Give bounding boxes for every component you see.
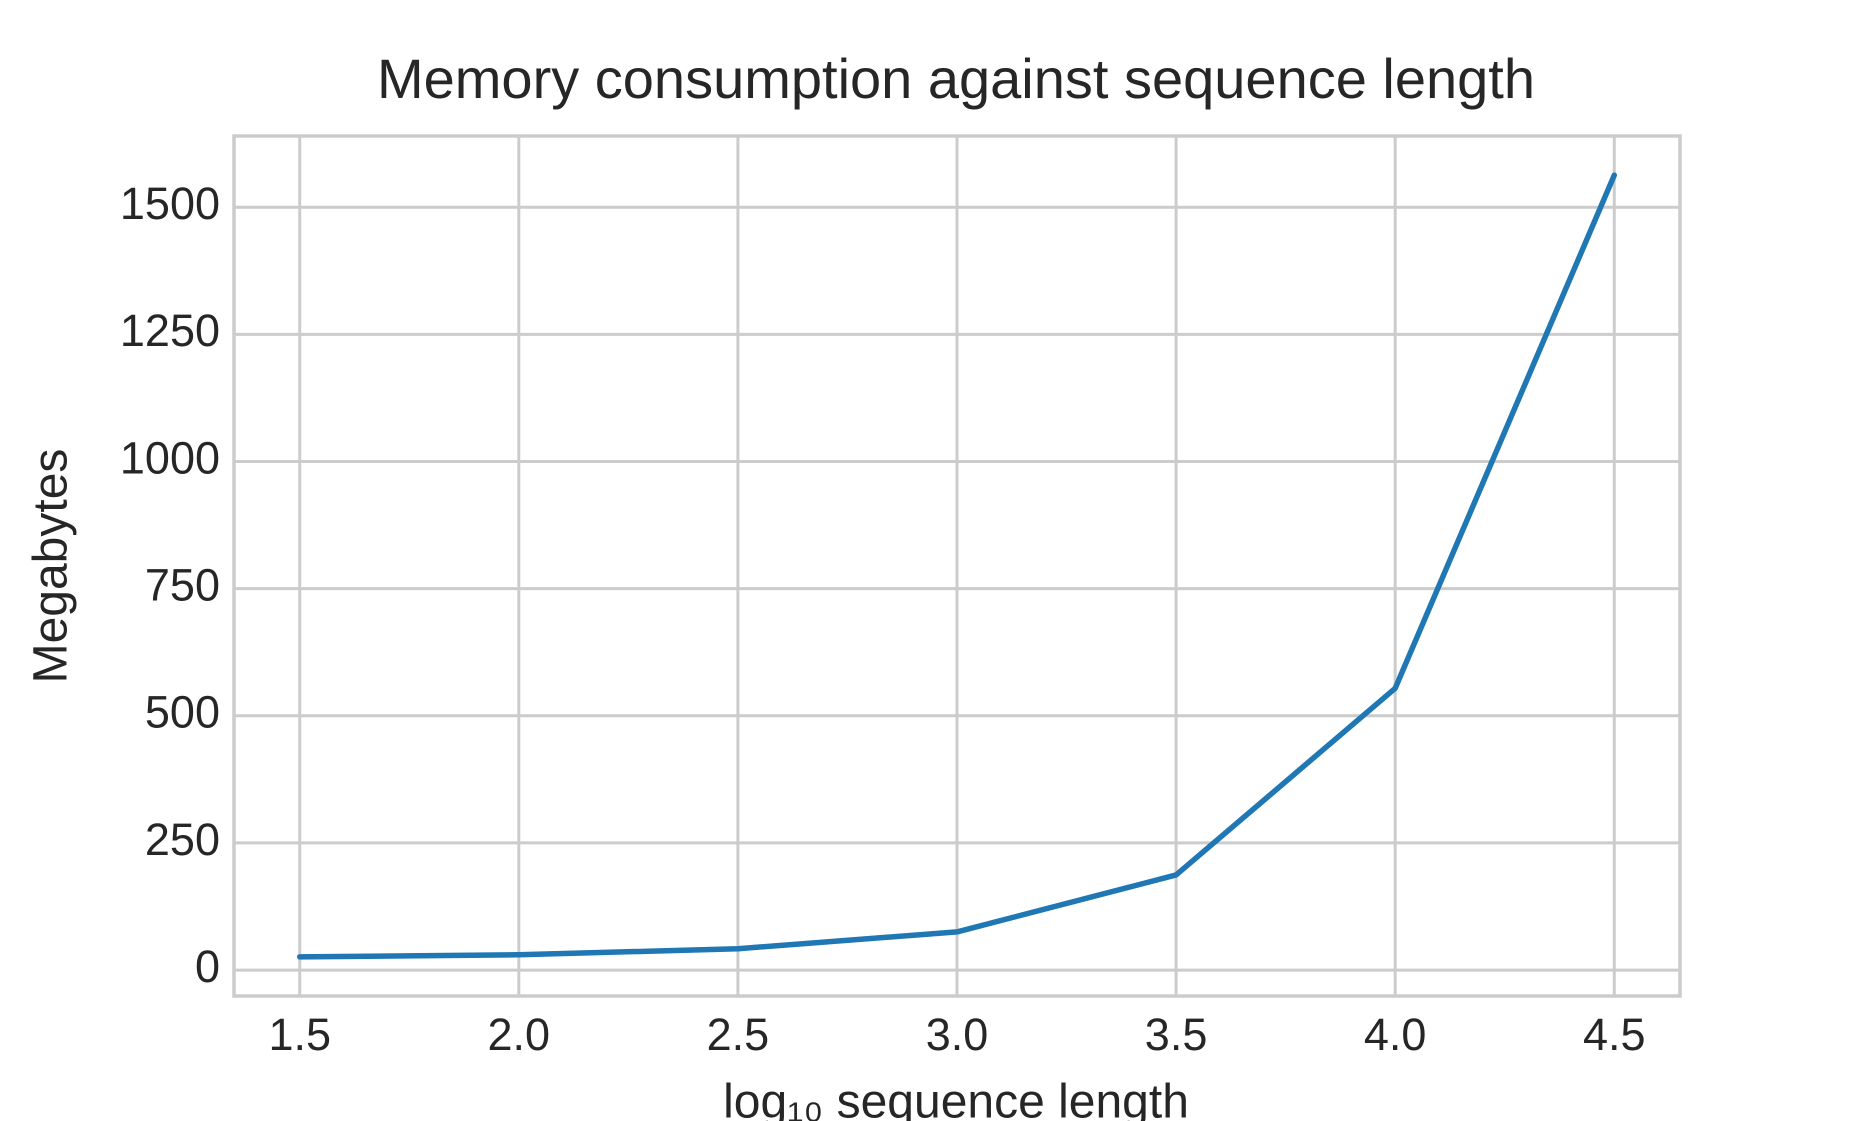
x-tick-label: 3.5	[1145, 1009, 1208, 1060]
x-axis-label: log₁₀ sequence length	[723, 1076, 1189, 1121]
y-tick-label: 500	[145, 687, 220, 738]
plot-frame	[232, 134, 1682, 998]
data-line	[296, 172, 1618, 960]
x-tick-label: 4.0	[1364, 1009, 1427, 1060]
x-tick-label: 1.5	[268, 1009, 331, 1060]
y-tick-label: 1250	[120, 305, 220, 356]
x-tick-label: 4.5	[1583, 1009, 1646, 1060]
y-tick-label: 1000	[120, 432, 220, 483]
y-axis-label: Megabytes	[25, 449, 78, 684]
y-tick-label: 750	[145, 560, 220, 611]
y-tick-label: 250	[145, 814, 220, 865]
y-tick-label: 0	[195, 941, 220, 992]
y-tick-label: 1500	[120, 178, 220, 229]
chart-title: Memory consumption against sequence leng…	[377, 47, 1535, 110]
x-tick-label: 2.0	[488, 1009, 551, 1060]
x-tick-label: 2.5	[707, 1009, 770, 1060]
x-tick-label: 3.0	[926, 1009, 989, 1060]
